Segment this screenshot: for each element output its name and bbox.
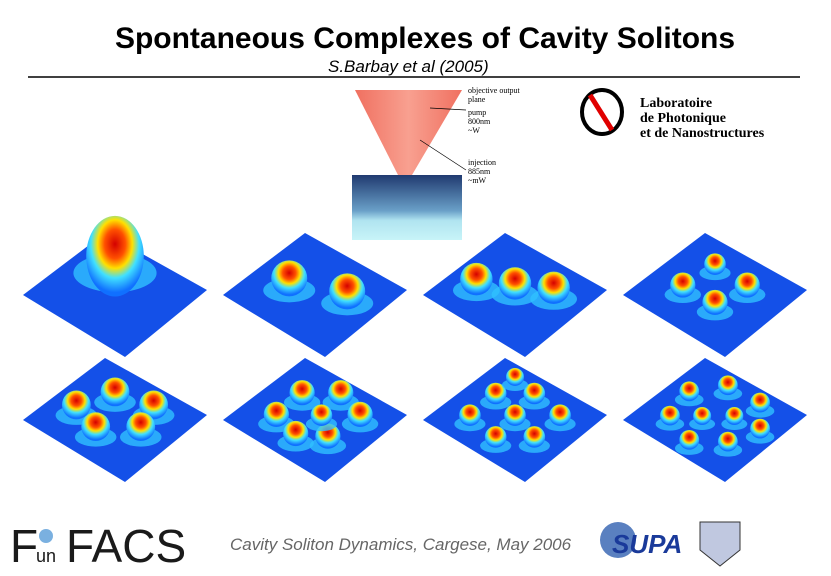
logo-globe [600,522,636,558]
peak [660,405,680,426]
title: Spontaneous Complexes of Cavity Solitons [115,22,735,55]
peak [725,407,744,425]
diagram-label: injection [468,158,496,167]
crest [699,521,741,567]
peak [750,418,770,439]
beam-cone [355,90,462,175]
peak [100,377,130,407]
diagram-label: ~mW [468,176,487,185]
surface [23,358,207,482]
supa-logo: SUPA [600,521,741,567]
logo-mark [580,88,624,136]
peak [86,215,144,297]
peak [498,267,532,300]
layer-stack [352,175,462,240]
peak [139,390,169,420]
peak [506,367,524,386]
subtitle: S.Barbay et al (2005) [328,57,489,76]
peak [289,380,315,406]
lab-name: Laboratoire [640,96,712,111]
cavity-diagram [352,90,467,240]
peak [81,412,111,442]
soliton-plot [223,233,407,357]
diagram-label: ~W [468,126,480,135]
diagram-label: plane [468,95,486,104]
lab-name: de Photonique [640,111,726,126]
peak [670,272,696,298]
peak [310,404,333,427]
pointer [419,139,467,171]
peak [679,430,700,450]
peak [329,273,366,310]
peak [750,392,770,413]
peak [717,431,738,452]
surface [223,233,407,357]
footer-text: Cavity Soliton Dynamics, Cargese, May 20… [230,535,572,554]
soliton-plot [623,358,807,482]
peak [283,420,309,447]
funfacs-logo: F un FACS [10,520,186,572]
logo-f: F [10,520,38,572]
peak [679,381,700,402]
peak [459,404,481,427]
peak [537,271,570,304]
peak [734,272,760,298]
soliton-plot [23,215,207,357]
peak [263,401,289,427]
diagram-label: 885nm [468,167,491,176]
logo-mark [587,93,615,132]
logo-facs: FACS [66,520,186,572]
peak [484,382,507,405]
peak [504,404,526,427]
peak [484,426,507,448]
lab-name: et de Nanostructures [640,126,765,141]
peak [693,407,712,425]
logo-dot [39,529,53,543]
peak [271,260,308,297]
pointer [429,107,467,111]
lab-logo [580,88,624,136]
peak [126,412,156,442]
soliton-plot [623,233,807,357]
peak [347,401,373,427]
peak [328,380,354,406]
peak [61,390,91,420]
soliton-plot [423,358,607,482]
diagram-label: pump [468,108,486,117]
peak [717,375,738,396]
diagram-label: 800nm [468,117,491,126]
peak [523,382,546,405]
diagram-label: objective output [468,86,521,95]
peak [704,253,726,275]
peak [523,426,546,448]
logo-un: un [36,546,56,566]
soliton-plot [223,358,407,482]
supa-text: SUPA [612,529,682,559]
peak [702,289,728,316]
surface [623,358,807,482]
soliton-plot [23,358,207,482]
peak [549,404,571,427]
peak [460,262,493,296]
soliton-plot [423,233,607,357]
